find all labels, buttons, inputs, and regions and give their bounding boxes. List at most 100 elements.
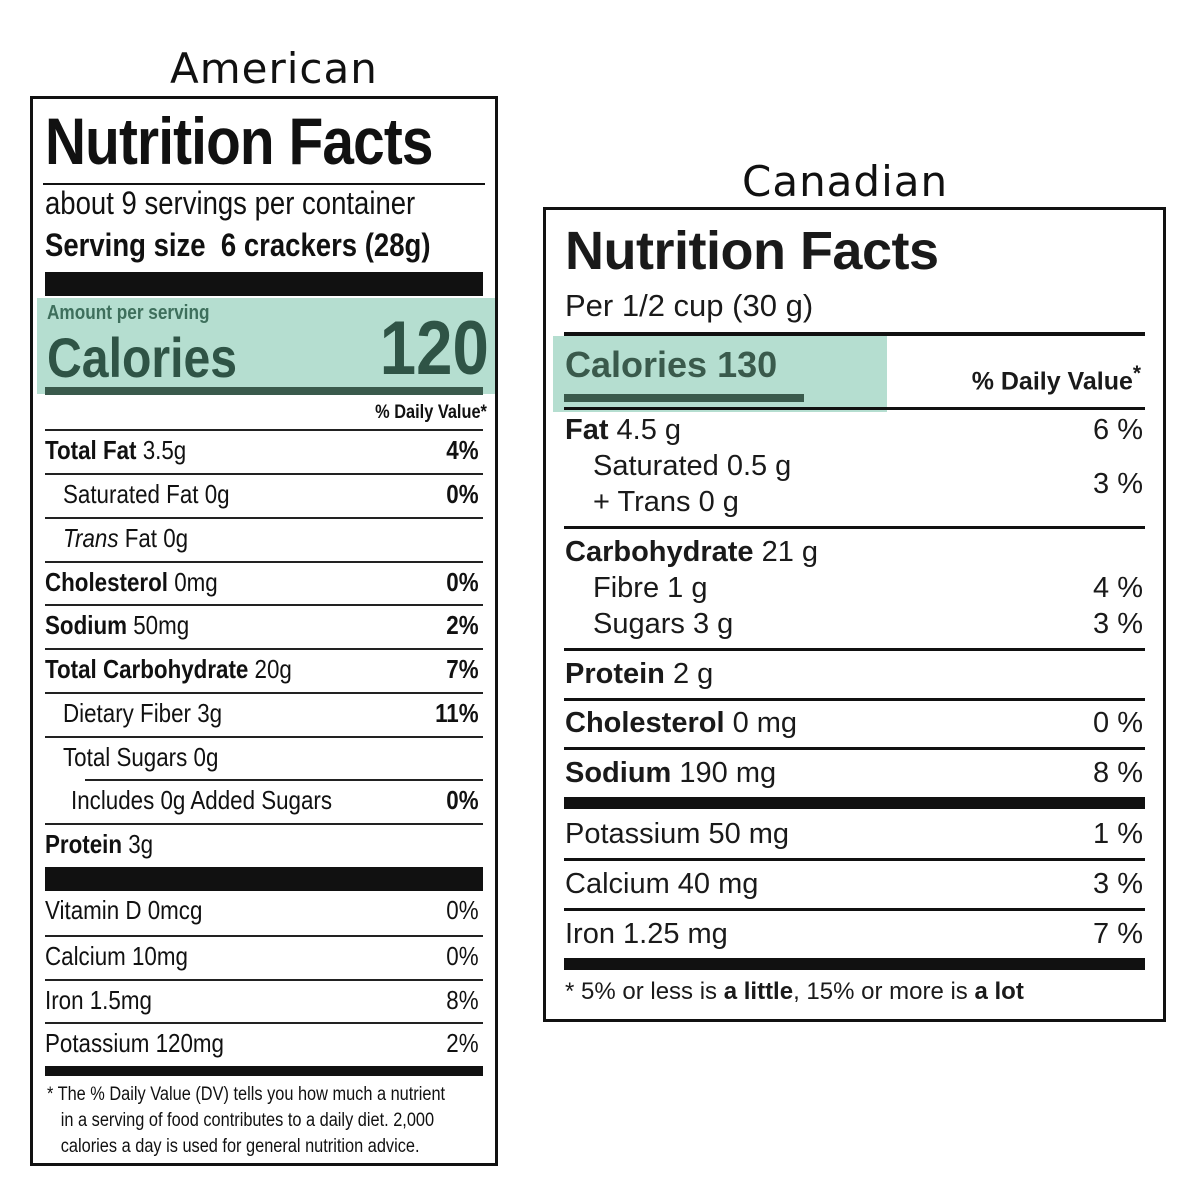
ca-sodium-pct: 8 % [1093, 757, 1143, 789]
ca-top-rule [564, 332, 1145, 336]
us-row-added-sugars: Includes 0g Added Sugars 0% [71, 779, 483, 822]
ca-trans: + Trans 0 g [593, 486, 739, 518]
us-title: Nutrition Facts [45, 104, 433, 178]
us-serving-size-value: 6 crackers (28g) [220, 227, 431, 263]
us-row-total-carbohydrate: Total Carbohydrate 20g 7% [45, 648, 483, 691]
us-calories-value: 120 [379, 306, 489, 391]
ca-sodium-amount: 190 mg [671, 757, 777, 789]
ca-calcium-pct: 3 % [1093, 868, 1143, 900]
us-footnote-line-2: in a serving of food contributes to a da… [60, 1110, 435, 1131]
ca-thick-rule [564, 797, 1145, 809]
ca-rule-1 [564, 526, 1145, 529]
ca-sugars: Sugars 3 g [593, 608, 734, 640]
us-carbohydrate-amount: 20g [248, 654, 292, 684]
ca-footnote: * 5% or less is a little, 15% or more is… [565, 978, 1024, 1006]
us-saturated-fat-name: Saturated Fat 0g [63, 479, 230, 509]
us-calcium-pct: 0% [446, 941, 479, 971]
us-total-fat-amount: 3.5g [136, 435, 187, 465]
us-footnote-line-1: * The % Daily Value (DV) tells you how m… [47, 1084, 446, 1105]
ca-dv-header: % Daily Value* [972, 362, 1141, 396]
us-added-sugars-name: Includes 0g Added Sugars [71, 785, 333, 815]
us-total-fat-pct: 4% [446, 435, 479, 465]
us-iron-name: Iron 1.5mg [45, 985, 152, 1015]
ca-fat: Fat 4.5 g [565, 414, 681, 447]
us-sodium-name: Sodium [45, 610, 127, 640]
us-row-iron: Iron 1.5mg 8% [45, 979, 483, 1022]
ca-cholesterol-amount: 0 mg [724, 707, 798, 739]
us-row-dietary-fiber: Dietary Fiber 3g 11% [45, 692, 483, 735]
ca-dv-header-text: % Daily Value [971, 367, 1133, 396]
us-row-potassium: Potassium 120mg 2% [45, 1022, 483, 1065]
us-trans-italic: Trans [63, 523, 119, 553]
ca-sugars-pct: 3 % [1093, 608, 1143, 640]
us-cholesterol-name: Cholesterol [45, 567, 169, 597]
us-calories-rule [45, 387, 483, 395]
us-row-protein: Protein 3g [45, 823, 483, 866]
ca-footnote-bold-2: a lot [974, 978, 1024, 1005]
us-thick-rule [45, 272, 483, 296]
ca-protein-amount: 2 g [664, 658, 714, 690]
ca-calcium: Calcium 40 mg [565, 868, 759, 900]
ca-dv-rule [564, 407, 1145, 410]
canadian-caption: Canadian [742, 157, 949, 206]
ca-per-serving: Per 1/2 cup (30 g) [565, 288, 814, 323]
us-dietary-fiber-pct: 11% [435, 698, 479, 728]
ca-cholesterol-pct: 0 % [1093, 707, 1143, 739]
us-amount-per-serving: Amount per serving [47, 302, 210, 324]
us-row-cholesterol: Cholesterol 0mg 0% [45, 561, 483, 604]
ca-carbohydrate-name: Carbohydrate [565, 536, 754, 568]
us-cholesterol-pct: 0% [446, 567, 479, 597]
ca-iron: Iron 1.25 mg [565, 918, 728, 950]
us-vitamin-d-name: Vitamin D 0mcg [45, 895, 203, 925]
ca-footnote-bold-1: a little [723, 978, 794, 1005]
us-dv-header: % Daily Value* [375, 402, 487, 423]
us-carbohydrate-name: Total Carbohydrate [45, 654, 249, 684]
ca-footnote-part-2: , 15% or more is [793, 978, 975, 1005]
us-calories-label: Calories [47, 326, 238, 389]
american-nutrition-label: Nutrition Facts about 9 servings per con… [30, 96, 498, 1166]
ca-sodium: Sodium 190 mg [565, 757, 776, 790]
ca-potassium-pct: 1 % [1093, 818, 1143, 850]
us-row-total-sugars: Total Sugars 0g [45, 736, 483, 779]
us-potassium-pct: 2% [446, 1028, 479, 1058]
ca-sat-trans-pct: 3 % [1093, 468, 1143, 500]
us-sodium-amount: 50mg [126, 610, 190, 640]
ca-footnote-part-1: * 5% or less is [565, 978, 724, 1005]
ca-rule-3 [564, 698, 1145, 701]
us-row-total-fat: Total Fat 3.5g 4% [45, 429, 483, 472]
ca-rule-6 [564, 908, 1145, 911]
us-row-saturated-fat: Saturated Fat 0g 0% [45, 473, 483, 516]
us-row-calcium: Calcium 10mg 0% [45, 935, 483, 978]
us-potassium-name: Potassium 120mg [45, 1028, 224, 1058]
ca-protein: Protein 2 g [565, 658, 713, 691]
us-calories-highlight [37, 298, 495, 394]
ca-dv-star: * [1132, 362, 1141, 385]
us-row-vitamin-d: Vitamin D 0mcg 0% [45, 891, 483, 934]
ca-rule-2 [564, 648, 1145, 651]
us-footnote-line-3: calories a day is used for general nutri… [60, 1136, 420, 1157]
ca-potassium: Potassium 50 mg [565, 818, 790, 850]
us-total-sugars-name: Total Sugars 0g [63, 742, 219, 772]
us-vitamin-rule [45, 867, 483, 891]
ca-title: Nutrition Facts [565, 221, 939, 281]
american-caption: American [170, 44, 378, 93]
us-footnote: * The % Daily Value (DV) tells you how m… [47, 1082, 445, 1160]
us-dietary-fiber-name: Dietary Fiber 3g [63, 698, 223, 728]
ca-fibre-pct: 4 % [1093, 572, 1143, 604]
ca-fat-amount: 4.5 g [608, 414, 682, 446]
us-protein-amount: 3g [122, 829, 154, 859]
ca-calories-underline [564, 394, 804, 402]
us-row-trans-fat: Trans Fat 0g [45, 517, 483, 560]
ca-carbohydrate-amount: 21 g [753, 536, 819, 568]
us-sodium-pct: 2% [446, 610, 479, 640]
canadian-nutrition-label: Nutrition Facts Per 1/2 cup (30 g) Calor… [543, 207, 1166, 1022]
ca-fat-pct: 6 % [1093, 414, 1143, 446]
ca-rule-5 [564, 858, 1145, 861]
us-cholesterol-amount: 0mg [168, 567, 218, 597]
ca-bottom-rule [564, 958, 1145, 970]
ca-calories: Calories 130 [565, 344, 778, 385]
ca-rule-4 [564, 747, 1145, 750]
ca-fat-name: Fat [565, 414, 609, 446]
us-serving-size-label: Serving size [45, 227, 206, 263]
us-vitamin-d-pct: 0% [446, 895, 479, 925]
